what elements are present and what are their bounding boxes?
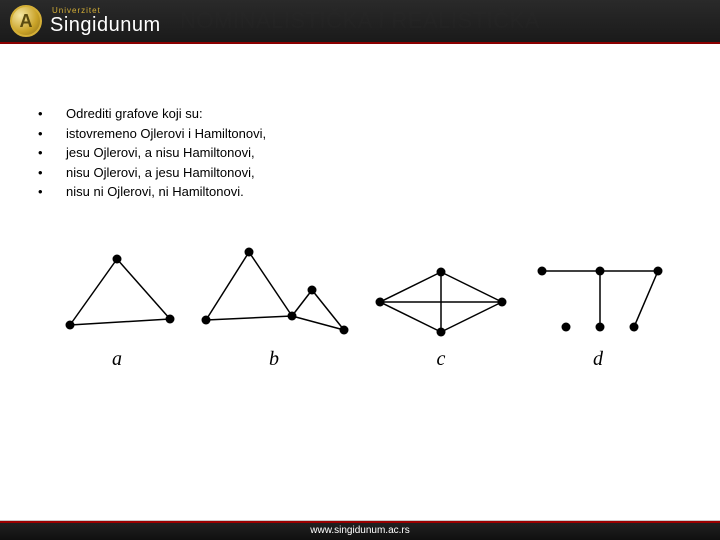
graphs-row: a b c d [36, 242, 684, 371]
graph-c: c [366, 262, 516, 371]
graph-d-svg [528, 257, 668, 342]
graph-d: d [528, 257, 668, 371]
graph-c-label: c [437, 348, 446, 371]
graph-b-label: b [269, 348, 279, 371]
bullet-item: nisu Ojlerovi, a jesu Hamiltonovi, [36, 163, 684, 183]
bullet-list: Odrediti grafove koji su: istovremeno Oj… [36, 104, 684, 202]
footer-bar: www.singidunum.ac.rs [0, 523, 720, 540]
graph-a-svg [52, 247, 182, 342]
graph-a: a [52, 247, 182, 371]
header-bar: A Univerzitet Singidunum [0, 0, 720, 44]
logo-emblem: A [10, 5, 42, 37]
graph-c-svg [366, 262, 516, 342]
graph-b-svg [194, 242, 354, 342]
bullet-item: istovremeno Ojlerovi i Hamiltonovi, [36, 124, 684, 144]
bullet-item: Odrediti grafove koji su: [36, 104, 684, 124]
footer-url: www.singidunum.ac.rs [310, 525, 409, 536]
logo-letter: A [20, 11, 33, 32]
slide-content: Odrediti grafove koji su: istovremeno Oj… [0, 44, 720, 371]
graph-d-label: d [593, 348, 603, 371]
graph-a-label: a [112, 348, 122, 371]
logo-name: Singidunum [50, 15, 161, 35]
footer: www.singidunum.ac.rs [0, 520, 720, 540]
bullet-item: nisu ni Ojlerovi, ni Hamiltonovi. [36, 182, 684, 202]
bullet-item: jesu Ojlerovi, a nisu Hamiltonovi, [36, 143, 684, 163]
graph-b: b [194, 242, 354, 371]
logo-text: Univerzitet Singidunum [50, 7, 161, 35]
